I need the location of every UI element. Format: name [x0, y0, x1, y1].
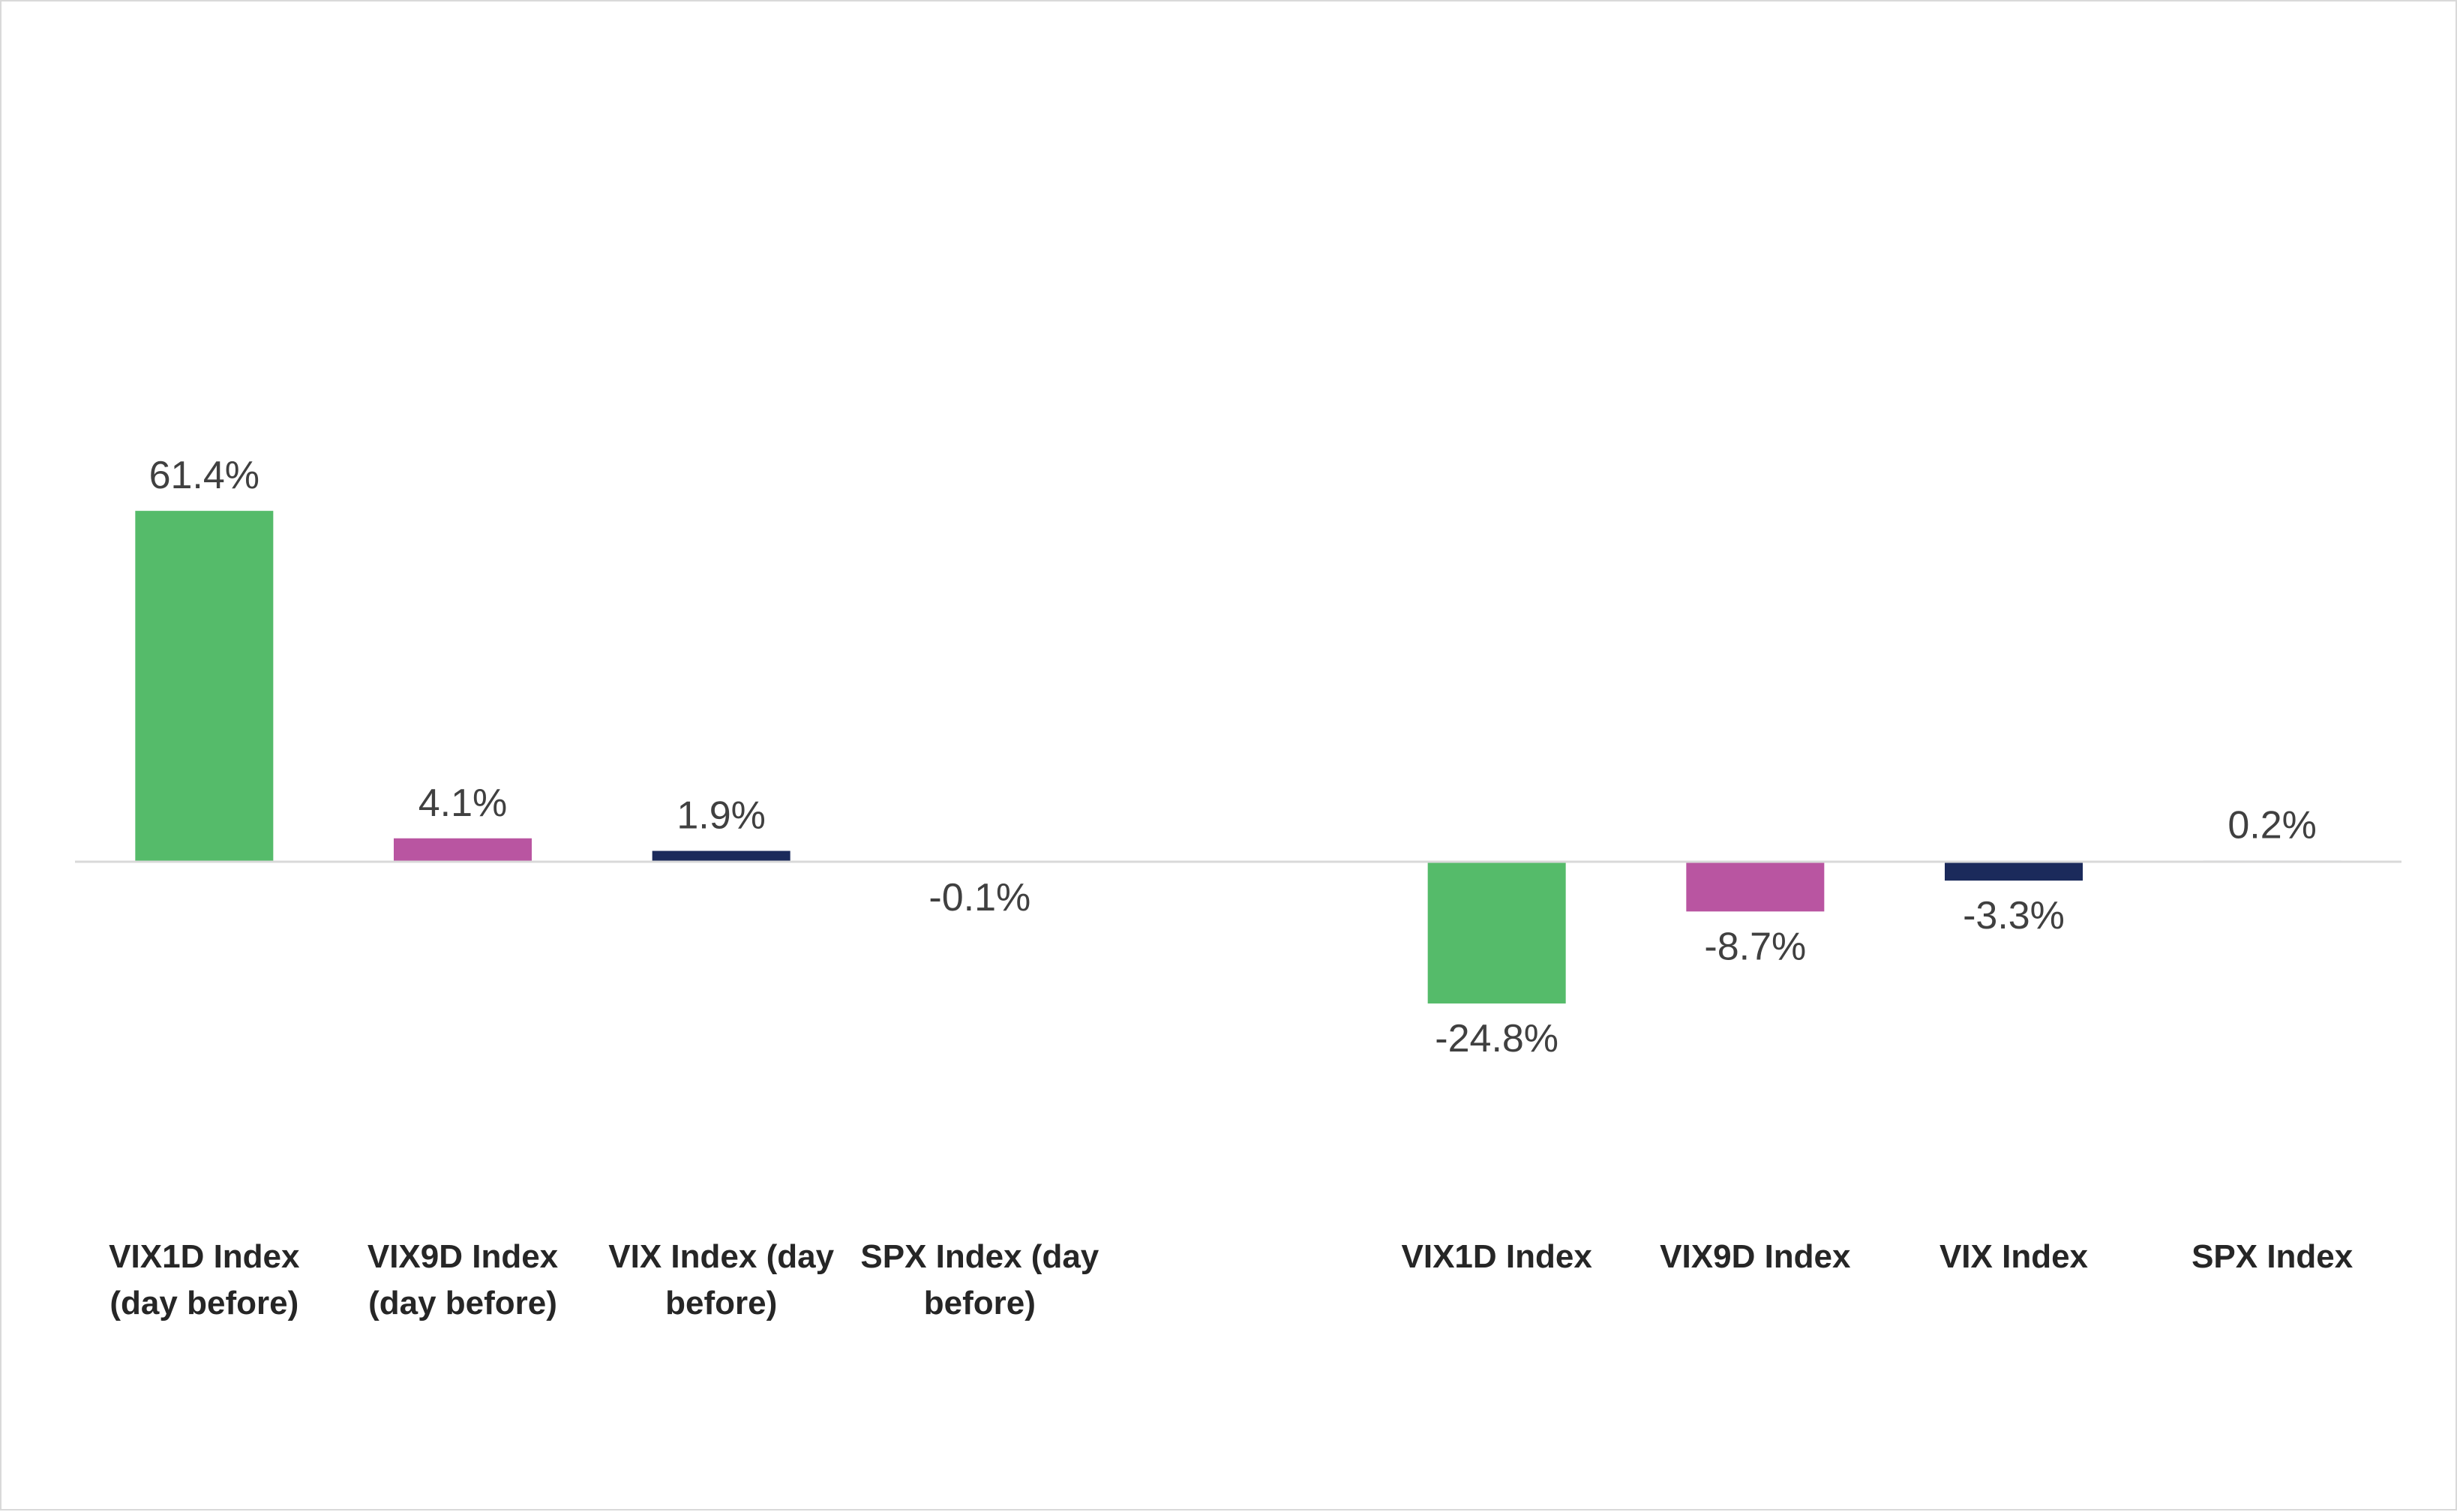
bar-8 — [1945, 862, 2083, 881]
category-label-4: SPX Index (day before) — [860, 1238, 1099, 1322]
category-label-line: before) — [665, 1285, 777, 1322]
data-label-2: 4.1% — [418, 782, 508, 825]
category-label-line: VIX9D Index — [1660, 1238, 1851, 1275]
data-label-8: -3.3% — [1963, 894, 2065, 938]
bars-layer — [135, 511, 2342, 1004]
category-label-6: VIX1D Index — [1402, 1238, 1593, 1275]
category-label-line: VIX Index — [1940, 1238, 2089, 1275]
category-label-1: VIX1D Index (day before) — [109, 1238, 300, 1322]
category-label-line: VIX1D Index — [109, 1238, 300, 1275]
bar-1 — [135, 511, 274, 862]
category-label-2: VIX9D Index (day before) — [368, 1238, 559, 1322]
data-label-7: -8.7% — [1704, 925, 1806, 968]
category-label-line: before) — [924, 1285, 1036, 1322]
data-label-3: 1.9% — [676, 794, 766, 838]
bar-6 — [1427, 862, 1566, 1004]
category-label-line: VIX Index (day — [608, 1238, 834, 1275]
data-label-4: -0.1% — [928, 876, 1030, 920]
data-labels-layer: 61.4% 4.1% 1.9% -0.1% -24.8% -8.7% -3.3% 0.2% — [149, 454, 2317, 1060]
data-label-6: -24.8% — [1435, 1017, 1558, 1060]
data-label-1: 61.4% — [149, 454, 260, 497]
bar-7 — [1686, 862, 1825, 912]
category-labels-layer: VIX1D Index (day before) VIX9D Index (day b… — [109, 1238, 2354, 1322]
bar-2 — [394, 838, 532, 862]
category-label-line: (day before) — [368, 1285, 557, 1322]
category-label-line: SPX Index (day — [860, 1238, 1099, 1275]
category-label-line: VIX1D Index — [1402, 1238, 1593, 1275]
category-label-line: SPX Index — [2192, 1238, 2354, 1275]
category-label-7: VIX9D Index — [1660, 1238, 1851, 1275]
bar-3 — [652, 850, 790, 862]
category-label-line: (day before) — [110, 1285, 298, 1322]
category-label-9: SPX Index — [2192, 1238, 2354, 1275]
category-label-8: VIX Index — [1940, 1238, 2089, 1275]
category-label-3: VIX Index (day before) — [608, 1238, 834, 1322]
category-label-line: VIX9D Index — [368, 1238, 559, 1275]
data-label-9: 0.2% — [2228, 803, 2317, 847]
